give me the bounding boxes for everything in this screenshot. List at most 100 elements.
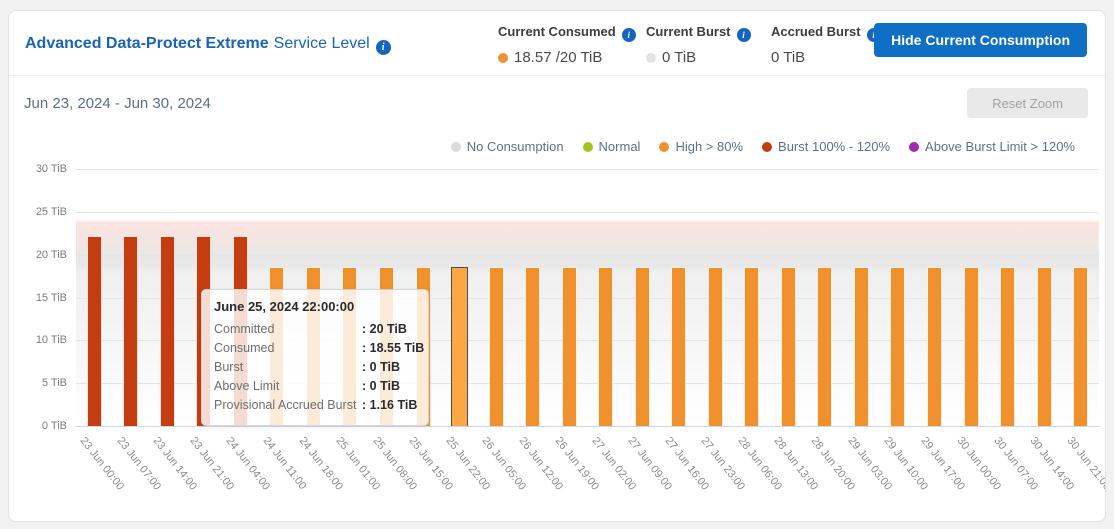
bar[interactable] — [1073, 267, 1089, 426]
current-burst-info-icon[interactable]: i — [736, 28, 751, 42]
tooltip-row-value: 0 TiB — [362, 358, 400, 377]
gridline — [76, 383, 1099, 385]
legend-label: Burst 100% - 120% — [778, 139, 891, 154]
gridline — [76, 254, 1099, 256]
bar-slot — [587, 169, 624, 426]
legend-dot — [450, 141, 461, 152]
legend-item[interactable]: Burst 100% - 120% — [762, 139, 890, 154]
bar[interactable] — [525, 267, 541, 426]
bar-slot — [916, 169, 953, 426]
legend-label: High > 80% — [675, 139, 744, 154]
bar[interactable] — [86, 235, 102, 426]
stat-label: Current Burst i — [646, 24, 751, 42]
tooltip-row-value: 20 TiB — [362, 320, 407, 339]
legend-dot — [909, 141, 920, 152]
legend-item[interactable]: No Consumption — [450, 139, 564, 154]
stat-current-burst: Current Burst i 0 TiB — [646, 24, 751, 66]
bar[interactable] — [488, 267, 504, 426]
bar-slot — [624, 169, 661, 426]
gridline — [76, 211, 1099, 213]
bar[interactable] — [598, 267, 614, 426]
gridline — [76, 169, 1099, 170]
x-axis-line — [76, 426, 1099, 427]
page-title: Advanced Data-Protect Extreme Service Lev… — [25, 35, 391, 55]
bar[interactable] — [1036, 267, 1052, 426]
service-level-suffix: Service Level — [273, 35, 370, 52]
bar[interactable] — [744, 267, 760, 426]
stat-value: 0 TiB — [771, 49, 806, 66]
bar-slot — [880, 169, 917, 426]
bar-hovered[interactable] — [451, 267, 469, 426]
y-axis-tick-label: 25 TiB — [35, 205, 67, 218]
service-level-name: Advanced Data-Protect Extreme — [25, 35, 269, 52]
bar-slot — [551, 169, 588, 426]
stat-current-consumed: Current Consumed i 18.57 /20 TiB — [498, 24, 636, 66]
legend-item[interactable]: High > 80% — [659, 139, 743, 154]
bar-slot — [734, 169, 771, 426]
tooltip-row: Provisional Accrued Burst 1.16 TiB — [214, 396, 417, 415]
stat-value: 18.57 /20 TiB — [498, 49, 636, 66]
reset-zoom-button[interactable]: Reset Zoom — [967, 88, 1088, 118]
bar[interactable] — [890, 267, 906, 426]
bar-slot — [770, 169, 807, 426]
tooltip-row-value: 18.55 TiB — [362, 339, 425, 358]
consumed-status-dot — [498, 52, 508, 63]
bar-slot — [441, 169, 478, 426]
tooltip-rows: Committed 20 TiB Consumed 18.55 TiB Burst 0 T… — [214, 320, 424, 415]
bar[interactable] — [671, 267, 687, 426]
tooltip-title: June 25, 2024 22:00:00 — [214, 299, 355, 314]
bar[interactable] — [707, 267, 723, 426]
current-consumed-info-icon[interactable]: i — [621, 28, 636, 42]
legend-dot — [762, 141, 773, 152]
tooltip-row-label: Burst — [214, 360, 244, 374]
hide-current-consumption-button[interactable]: Hide Current Consumption — [874, 23, 1087, 57]
legend-item[interactable]: Above Burst Limit > 120% — [909, 139, 1075, 154]
chart-legend: No Consumption Normal High > 80% Burst 100%… — [450, 139, 1075, 154]
bar-slot — [1062, 169, 1099, 426]
tooltip-row-label: Consumed — [214, 341, 275, 355]
tooltip-row-label: Committed — [214, 322, 275, 336]
service-level-info-icon[interactable]: i — [375, 40, 391, 55]
stat-value: 0 TiB — [646, 49, 751, 66]
tooltip-row: Committed 20 TiB — [214, 320, 416, 339]
chart-tooltip: June 25, 2024 22:00:00 Committed20 TiBCo… — [201, 289, 429, 426]
bar[interactable] — [159, 235, 175, 426]
legend-dot — [659, 141, 670, 152]
gridline — [76, 297, 1099, 299]
bar-slot — [113, 169, 150, 426]
tooltip-row: Burst 0 TiB — [214, 358, 416, 377]
y-axis-tick-label: 20 TiB — [35, 248, 67, 261]
bar[interactable] — [926, 267, 942, 426]
bar-slot — [149, 169, 186, 426]
plot-area — [76, 169, 1099, 427]
bar[interactable] — [780, 267, 796, 426]
bar-slot — [953, 169, 990, 426]
bar[interactable] — [1000, 267, 1016, 426]
bar[interactable] — [561, 267, 577, 426]
y-axis-tick-label: 0 TiB — [41, 420, 67, 432]
bar[interactable] — [817, 267, 833, 426]
bar[interactable] — [963, 267, 979, 426]
tooltip-row-label: Provisional Accrued Burst — [214, 398, 357, 412]
bar[interactable] — [853, 267, 869, 426]
y-axis-tick-label: 5 TiB — [41, 377, 67, 390]
y-axis-tick-label: 10 TiB — [35, 334, 67, 347]
bar-slot — [514, 169, 551, 426]
legend-item[interactable]: Normal — [582, 139, 641, 154]
x-axis-labels: 23 Jun 00:00 23 Jun 07:00 23 Jun 14:00 23 J… — [76, 427, 1105, 517]
burst-status-dot — [646, 52, 656, 63]
bar[interactable] — [634, 267, 650, 426]
bar-slot — [661, 169, 698, 426]
bar-slot — [989, 169, 1026, 426]
bar-slot — [1026, 169, 1063, 426]
bar-slot — [843, 169, 880, 426]
bar[interactable] — [123, 235, 139, 426]
service-level-card: Advanced Data-Protect Extreme Service Lev… — [8, 10, 1106, 522]
bar-slot — [76, 169, 113, 426]
tooltip-row: Above Limit 0 TiB — [214, 377, 416, 396]
legend-label: Normal — [598, 139, 641, 154]
tooltip-row-value: 0 TiB — [362, 377, 400, 396]
legend-dot — [582, 141, 593, 152]
gridline — [76, 340, 1099, 342]
bar-slot — [478, 169, 515, 426]
